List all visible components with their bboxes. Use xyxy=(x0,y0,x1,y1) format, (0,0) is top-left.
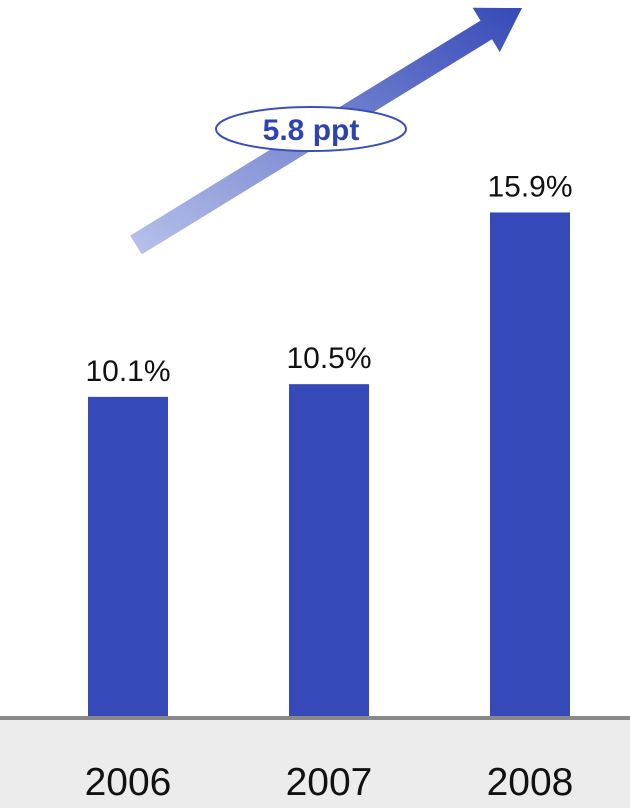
bar-2008 xyxy=(490,212,570,718)
category-axis-band xyxy=(0,718,630,808)
annotation-label: 5.8 ppt xyxy=(263,114,360,147)
value-label-2007: 10.5% xyxy=(286,342,371,375)
bar-2006 xyxy=(88,396,168,718)
tick-label-2006: 2006 xyxy=(85,761,172,804)
value-label-2008: 15.9% xyxy=(487,170,572,203)
bar-2007 xyxy=(289,384,369,718)
value-label-2006: 10.1% xyxy=(85,355,170,388)
annotation-ellipse xyxy=(215,106,407,152)
tick-label-2008: 2008 xyxy=(487,761,574,804)
tick-label-2007: 2007 xyxy=(286,761,373,804)
